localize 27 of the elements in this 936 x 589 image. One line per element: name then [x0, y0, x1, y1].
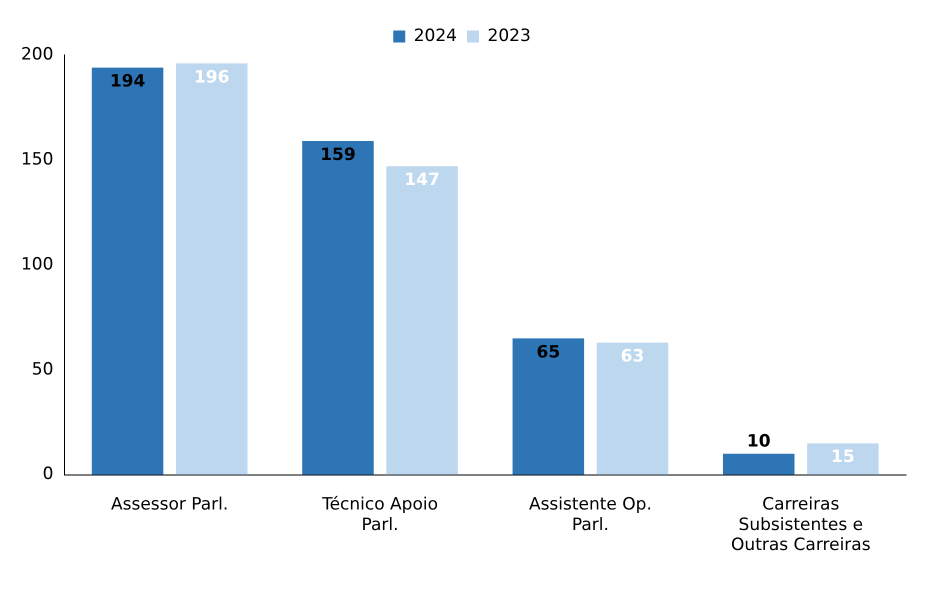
data-label: 159: [320, 144, 356, 165]
bar: [386, 166, 458, 475]
bar: [176, 63, 248, 475]
x-tick-label: Assessor Parl.: [110, 494, 228, 514]
data-label: 63: [620, 346, 644, 366]
legend-label: 2024: [414, 26, 457, 46]
data-label: 65: [536, 342, 560, 362]
bar: [596, 342, 668, 475]
data-label: 10: [746, 432, 771, 452]
data-label: 196: [194, 67, 230, 88]
bar: [302, 141, 374, 475]
bar: [92, 68, 164, 475]
data-label: 15: [831, 447, 855, 468]
bar: [722, 454, 794, 475]
y-tick-label: 150: [20, 149, 54, 170]
x-tick-label: Assistente Op. Parl.: [528, 494, 652, 535]
data-label: 147: [404, 170, 440, 190]
y-tick-label: 100: [20, 254, 54, 274]
bar: [807, 443, 879, 475]
bar: [512, 338, 584, 475]
y-tick-label: 0: [42, 464, 54, 484]
legend-label: 2023: [488, 26, 531, 46]
x-tick-label: Carreiras Subsistentes e Outras Carreiras: [731, 494, 871, 556]
x-tick-label: Técnico Apoio Parl.: [321, 494, 438, 535]
data-label: 194: [110, 72, 146, 92]
y-tick-label: 200: [20, 44, 54, 64]
y-tick-label: 50: [32, 359, 54, 380]
